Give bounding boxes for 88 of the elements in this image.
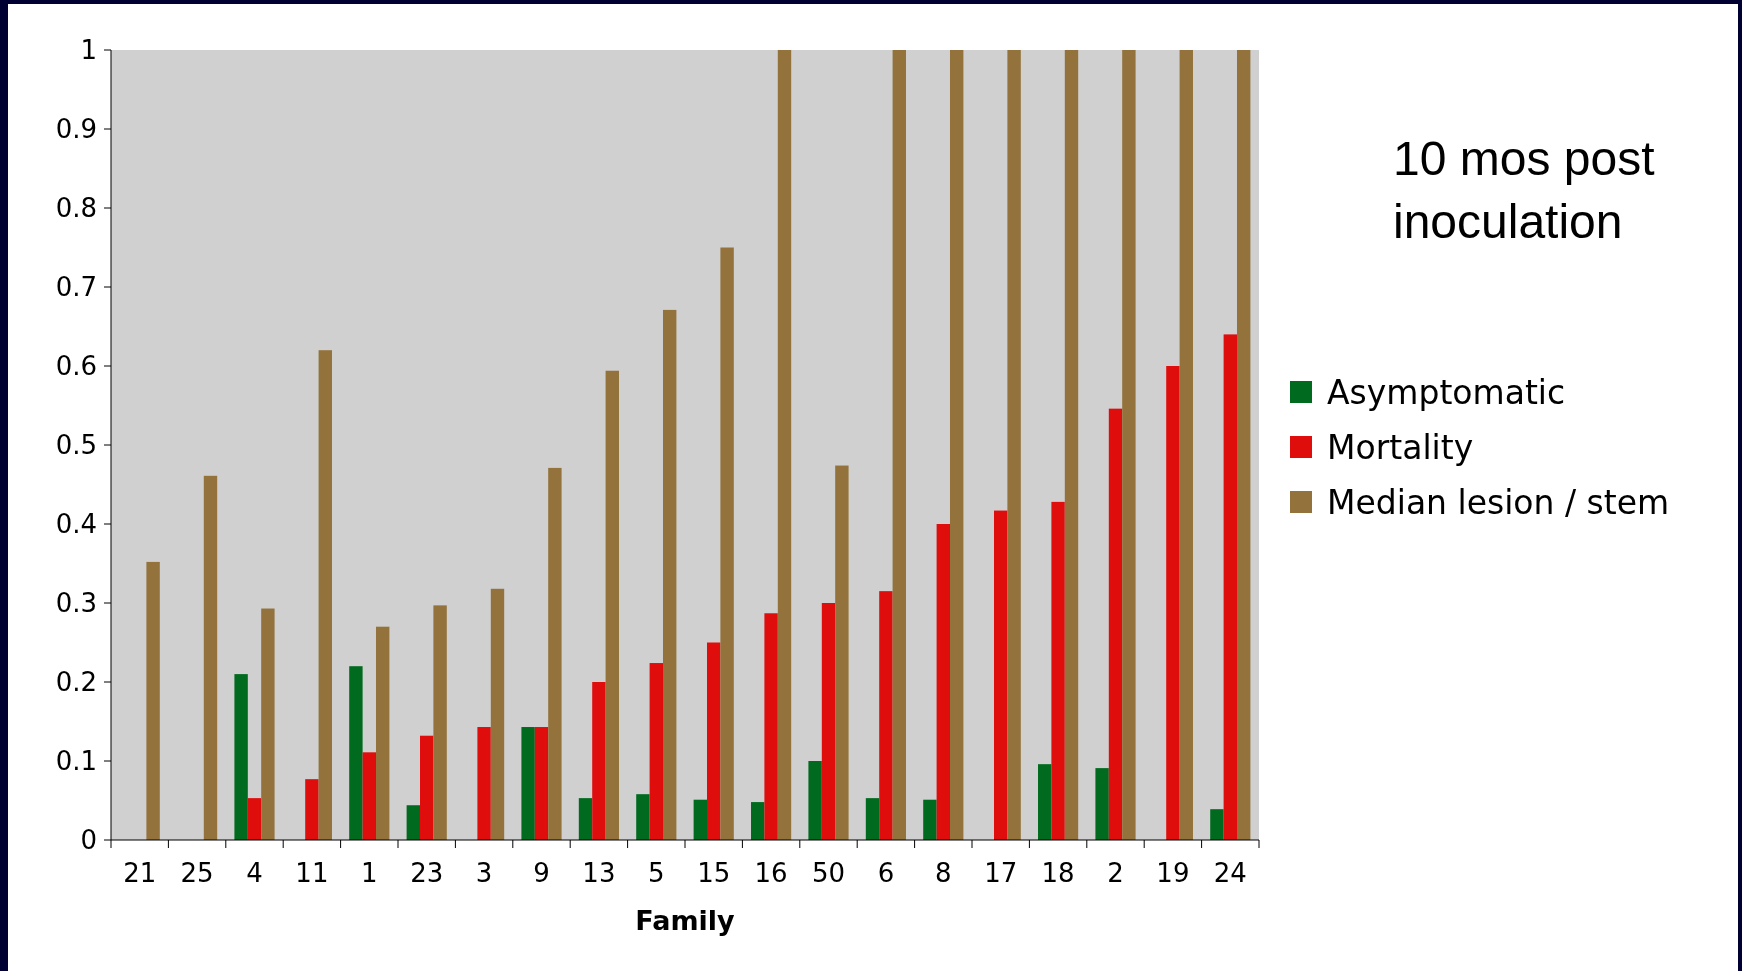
y-tick-label: 0.4 — [55, 509, 97, 540]
bar — [146, 561, 160, 840]
bar — [362, 752, 376, 840]
bar — [764, 613, 778, 840]
bar — [835, 465, 849, 840]
legend-label: Asymptomatic — [1327, 372, 1566, 412]
y-tick-label: 0.5 — [55, 430, 97, 461]
y-tick-label: 1 — [80, 35, 97, 66]
x-tick-label: 4 — [246, 858, 263, 888]
x-tick-label: 16 — [754, 858, 788, 888]
legend-label: Mortality — [1327, 427, 1474, 467]
bar — [1051, 501, 1065, 840]
bar — [707, 642, 721, 840]
bar — [548, 467, 562, 840]
legend-label: Median lesion / stem — [1327, 482, 1670, 522]
x-tick-label: 50 — [811, 858, 846, 888]
x-axis-title: Family — [635, 905, 736, 936]
x-tick-label: 24 — [1213, 858, 1247, 888]
bar — [936, 524, 950, 840]
x-tick-label: 9 — [533, 858, 550, 888]
bar — [247, 798, 262, 840]
bar — [751, 802, 765, 840]
bar — [1166, 366, 1180, 840]
bar — [865, 798, 880, 840]
x-tick-label: 15 — [697, 858, 731, 888]
x-tick-label: 25 — [180, 858, 214, 888]
bar — [923, 799, 937, 840]
text: 10 mos post inoculation — [1393, 132, 1655, 248]
y-tick-label: 0.8 — [55, 193, 97, 224]
bar — [1095, 768, 1109, 840]
x-tick-label: 23 — [410, 858, 444, 888]
x-tick-label: 3 — [475, 858, 493, 888]
bar — [605, 370, 619, 840]
bar — [1038, 764, 1052, 840]
bar — [808, 761, 822, 840]
bar — [720, 247, 734, 840]
bar — [490, 588, 505, 840]
y-tick-label: 0 — [80, 825, 97, 856]
y-tick-label: 0.6 — [55, 351, 97, 382]
bar — [777, 50, 792, 840]
x-tick-label: 18 — [1041, 858, 1075, 888]
bar — [477, 727, 491, 840]
bar — [1210, 809, 1224, 840]
y-tick-label: 0.2 — [55, 667, 97, 698]
bar — [950, 50, 964, 840]
x-tick-label: 11 — [295, 858, 329, 888]
bar — [534, 727, 549, 840]
bar — [234, 674, 248, 840]
bar — [433, 605, 447, 840]
bar — [1122, 50, 1136, 840]
x-tick-label: 8 — [935, 858, 952, 888]
bar — [203, 475, 218, 840]
x-tick-label: 2 — [1107, 858, 1124, 888]
bar — [636, 794, 650, 840]
x-tick-label: 19 — [1156, 858, 1190, 888]
bar — [892, 50, 906, 840]
x-tick-label: 1 — [361, 858, 378, 888]
bar — [1223, 334, 1237, 840]
bar — [578, 798, 593, 840]
bar — [1179, 50, 1193, 840]
y-tick-label: 0.9 — [55, 114, 97, 145]
bar — [376, 626, 390, 840]
bar — [261, 608, 275, 840]
bar — [994, 510, 1008, 840]
bar — [592, 682, 606, 840]
bar — [663, 309, 677, 840]
bar — [821, 603, 836, 840]
bar — [1108, 408, 1123, 840]
y-tick-label: 0.7 — [55, 272, 97, 303]
bar — [649, 663, 663, 840]
x-tick-label: 6 — [877, 858, 895, 888]
bar — [693, 799, 707, 840]
bar — [406, 805, 420, 840]
x-tick-label: 13 — [582, 858, 616, 888]
bar — [521, 727, 535, 840]
bar — [1237, 50, 1251, 840]
bar — [1007, 50, 1021, 840]
y-tick-label: 0.3 — [55, 588, 97, 619]
bar — [349, 666, 363, 840]
x-tick-label: 21 — [123, 858, 157, 888]
bar — [420, 735, 434, 840]
bar — [879, 591, 893, 840]
x-tick-label: 17 — [984, 858, 1018, 888]
bar — [1064, 50, 1079, 840]
y-tick-label: 0.1 — [55, 746, 97, 777]
bar — [305, 779, 319, 840]
bar — [318, 350, 332, 840]
x-tick-label: 5 — [648, 858, 665, 888]
